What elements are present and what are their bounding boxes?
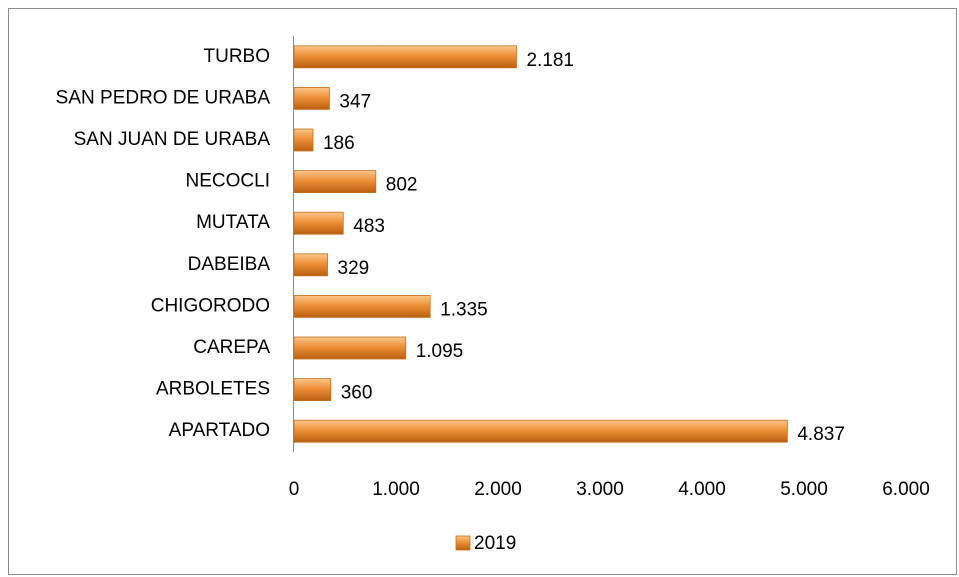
y-tick-label: DABEIBA bbox=[188, 254, 271, 275]
data-label: 1.095 bbox=[416, 341, 464, 362]
data-label: 329 bbox=[338, 258, 370, 279]
x-tick-label: 3.000 bbox=[576, 479, 624, 500]
y-tick-label: APARTADO bbox=[169, 420, 270, 441]
data-label: 802 bbox=[386, 175, 418, 196]
y-tick-label: TURBO bbox=[204, 46, 271, 67]
bar bbox=[293, 170, 377, 194]
legend-label: 2019 bbox=[474, 533, 516, 554]
x-tick-label: 0 bbox=[289, 479, 300, 500]
bar bbox=[293, 336, 407, 360]
data-label: 186 bbox=[323, 133, 355, 154]
chart-frame bbox=[8, 8, 957, 575]
bar bbox=[293, 378, 332, 402]
bar bbox=[293, 294, 431, 318]
data-label: 4.837 bbox=[797, 424, 845, 445]
x-tick-label: 2.000 bbox=[474, 479, 522, 500]
x-tick-label: 5.000 bbox=[780, 479, 828, 500]
x-tick-label: 6.000 bbox=[882, 479, 930, 500]
x-tick-label: 4.000 bbox=[678, 479, 726, 500]
y-tick-label: NECOCLI bbox=[186, 171, 270, 192]
bar bbox=[293, 87, 330, 110]
x-tick-label: 1.000 bbox=[372, 479, 420, 500]
data-label: 1.335 bbox=[440, 299, 488, 320]
bar bbox=[293, 211, 344, 235]
bar bbox=[293, 419, 788, 443]
data-label: 2.181 bbox=[526, 50, 574, 71]
y-tick-label: ARBOLETES bbox=[156, 379, 270, 400]
y-tick-label: SAN PEDRO DE URABA bbox=[56, 87, 271, 108]
data-label: 483 bbox=[353, 216, 385, 237]
data-label: 360 bbox=[341, 383, 373, 404]
bar bbox=[293, 45, 517, 69]
bar bbox=[293, 128, 314, 152]
y-tick-label: CAREPA bbox=[193, 337, 270, 358]
y-tick-label: MUTATA bbox=[196, 212, 270, 233]
y-tick-label: CHIGORODO bbox=[151, 295, 270, 316]
y-tick-label: SAN JUAN DE URABA bbox=[74, 129, 271, 150]
data-label: 347 bbox=[339, 91, 371, 112]
bar bbox=[293, 253, 328, 277]
legend-swatch bbox=[455, 535, 471, 551]
